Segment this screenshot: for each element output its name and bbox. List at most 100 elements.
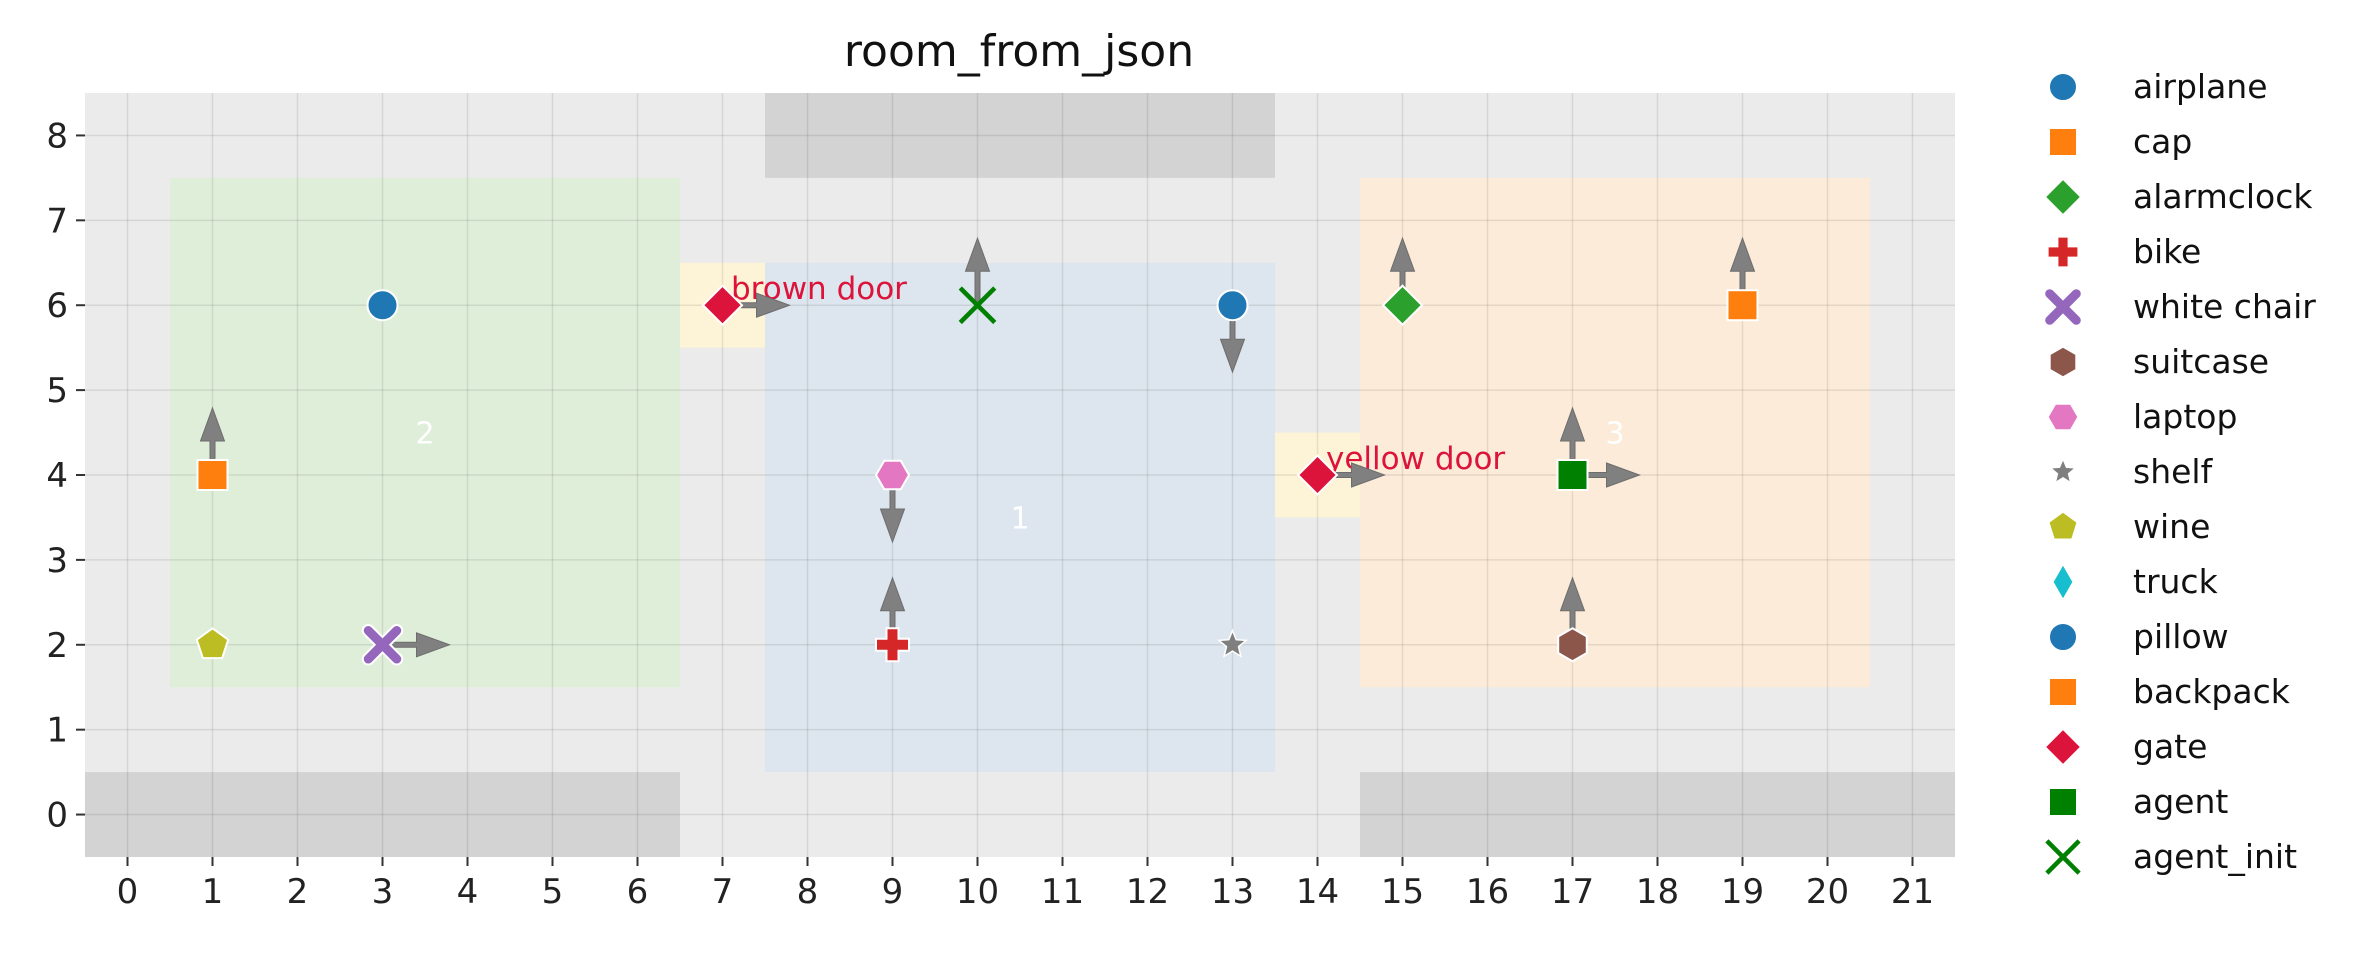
legend-label-backpack: backpack [2133,672,2291,711]
legend-item-agent-init: agent_init [2045,837,2297,876]
legend-marker-agent-init-stroke [2045,839,2081,875]
x-tick-label: 16 [1466,872,1509,912]
y-tick-label: 1 [46,711,68,751]
x-tick-label: 17 [1551,872,1594,912]
legend-item-backpack: backpack [2048,672,2291,711]
legend-label-agent: agent [2133,782,2228,821]
x-tick-label: 5 [542,872,564,912]
legend-item-wine: wine [2047,507,2210,546]
room-1-label: 1 [1010,501,1029,536]
x-tick-label: 3 [372,872,394,912]
airplane-marker [366,289,399,322]
x-tick-label: 11 [1041,872,1084,912]
legend-marker-wine [2047,510,2079,541]
legend-item-laptop: laptop [2046,397,2237,436]
room-regions [85,93,1955,857]
legend-item-bike: bike [2046,232,2201,271]
legend-label-suitcase: suitcase [2133,342,2269,381]
object-markers [195,284,1759,666]
legend-item-suitcase: suitcase [2048,342,2269,381]
agent-init-marker [958,286,997,325]
grid-lines [85,93,1955,857]
x-tick-label: 21 [1891,872,1934,912]
wall-3 [765,93,1275,178]
room-1-region [765,262,1275,773]
x-tick-label: 18 [1636,872,1679,912]
legend-marker-alarmclock [2043,177,2083,217]
y-tick-label: 3 [46,541,68,581]
legend-item-pillow: pillow [2048,617,2229,656]
legend-label-alarmclock: alarmclock [2133,177,2313,216]
legend-marker-agent-init [2045,839,2081,875]
legend-marker-cap [2048,127,2078,157]
room-3-label: 3 [1605,417,1624,452]
alarmclock-marker [1381,284,1424,327]
wall-2 [1360,772,1955,857]
legend-marker-backpack [2048,677,2078,707]
x-tick-label: 8 [797,872,819,912]
legend-marker-white-chair-stroke [2045,289,2081,325]
legend-label-gate: gate [2133,727,2207,766]
y-tick-label: 6 [46,286,68,326]
pillow-marker [1216,289,1249,322]
legend-label-laptop: laptop [2133,397,2237,436]
legend-item-shelf: shelf [2048,452,2214,491]
wine-marker [195,627,230,660]
x-tick-label: 19 [1721,872,1764,912]
cap-marker [196,459,229,491]
x-tick-label: 10 [956,872,999,912]
legend-item-gate: gate [2043,727,2207,767]
legend-label-agent-init: agent_init [2133,837,2297,876]
white-chair-marker [361,624,404,666]
white-chair-marker-stroke [363,626,402,664]
suitcase-marker [1557,627,1588,663]
y-tick-label: 5 [46,371,68,411]
legend-marker-airplane [2048,72,2078,102]
x-tick-label: 2 [287,872,309,912]
legend-label-bike: bike [2133,232,2201,271]
legend-marker-agent [2048,787,2078,817]
agent-marker [1556,459,1589,491]
gate-marker [701,284,744,327]
legend-marker-suitcase [2048,345,2078,379]
shelf-marker [1216,628,1249,658]
y-tick-label: 7 [46,201,68,241]
wall-1 [85,772,680,857]
legend-marker-gate [2043,727,2083,767]
legend-label-shelf: shelf [2133,452,2214,491]
x-tick-label: 6 [627,872,649,912]
axis-ticks: 0 1 2 3 4 5 6 7 8 9 10 11 12 13 14 15 16 17 18 19 20 21012345… [46,116,1934,912]
legend: airplane cap alarmclock bike white chair suit… [2043,67,2316,876]
x-tick-label: 1 [202,872,224,912]
x-tick-label: 7 [712,872,734,912]
legend-marker-white-chair [2043,287,2083,327]
room-2-label: 2 [415,417,434,452]
legend-item-alarmclock: alarmclock [2043,177,2313,217]
legend-item-agent: agent [2048,782,2228,821]
legend-marker-shelf [2048,456,2078,485]
chart-title: room_from_json [844,26,1194,77]
legend-item-white-chair: white chair [2043,287,2316,327]
gate-marker [1296,454,1339,496]
x-tick-label: 9 [882,872,904,912]
x-tick-label: 0 [117,872,139,912]
agent-init-marker-stroke [958,286,997,325]
x-tick-label: 20 [1806,872,1849,912]
backpack-marker [1726,289,1759,322]
x-tick-label: 4 [457,872,479,912]
legend-label-pillow: pillow [2133,617,2229,656]
x-tick-label: 13 [1211,872,1254,912]
room-3-region [1360,177,1870,688]
room-2-region [170,177,680,688]
legend-label-white-chair: white chair [2133,287,2316,326]
laptop-marker [874,459,911,491]
legend-label-cap: cap [2133,122,2192,161]
y-tick-label: 4 [46,456,68,496]
legend-marker-pillow [2048,622,2078,652]
legend-item-cap: cap [2048,122,2192,161]
legend-marker-laptop [2046,402,2080,432]
x-tick-label: 15 [1381,872,1424,912]
legend-item-truck: truck [2051,561,2219,603]
x-tick-label: 12 [1126,872,1169,912]
